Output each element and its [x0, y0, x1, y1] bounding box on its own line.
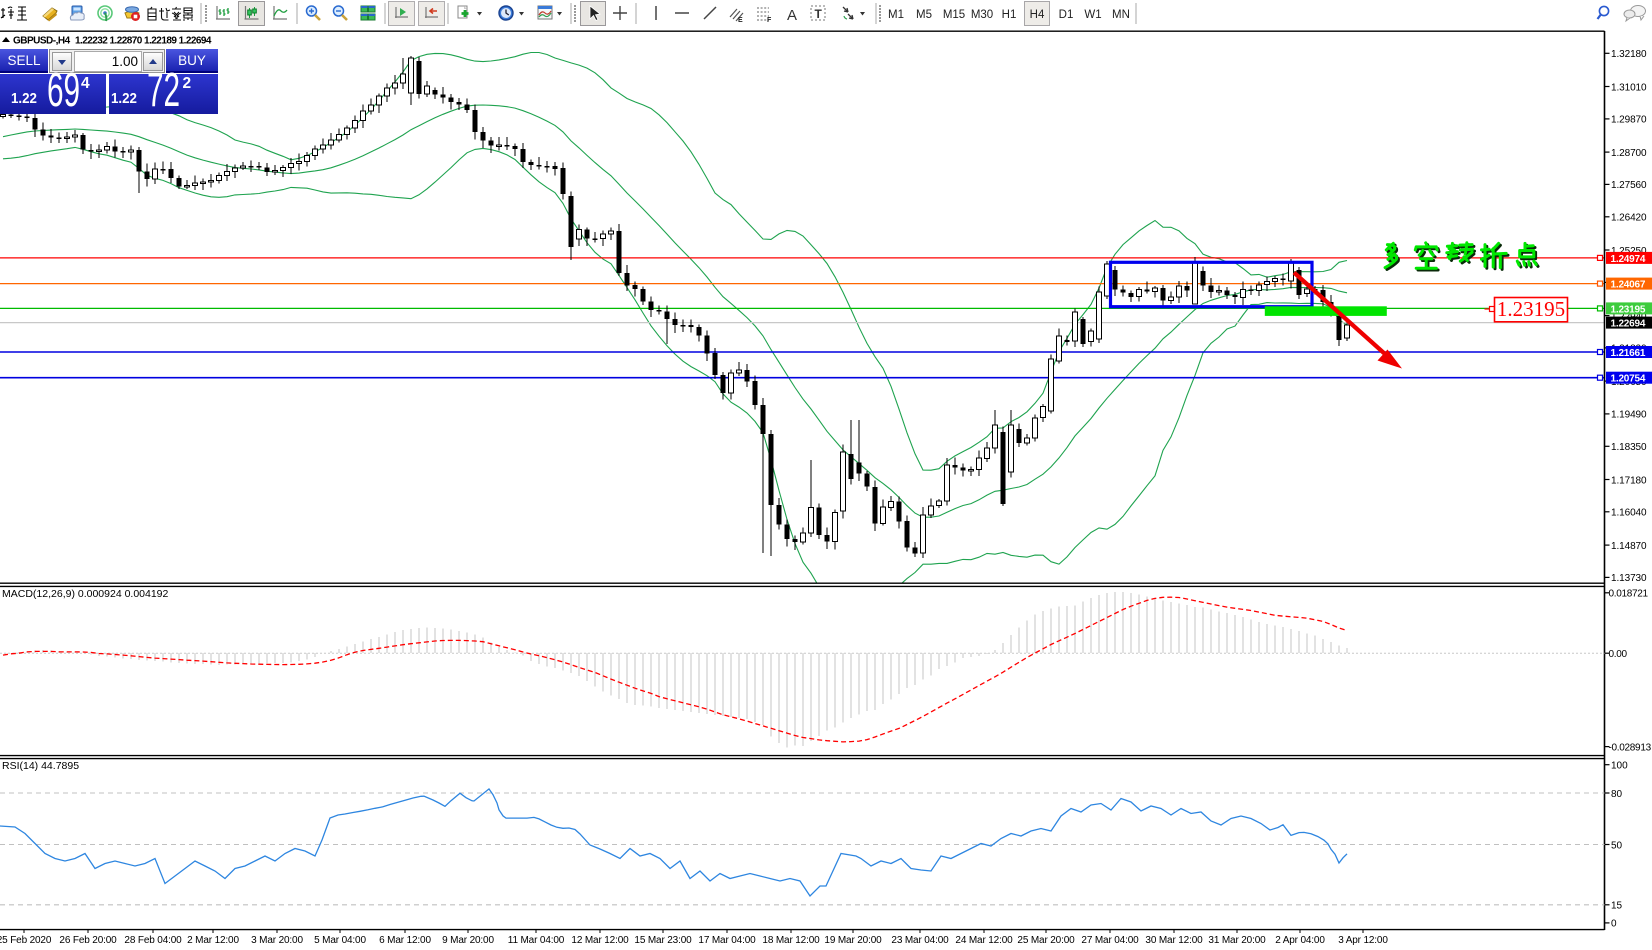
svg-text:17 Mar 04:00: 17 Mar 04:00	[698, 935, 756, 946]
svg-text:23 Mar 04:00: 23 Mar 04:00	[891, 935, 949, 946]
svg-text:1.24067: 1.24067	[1611, 280, 1646, 291]
svg-text:25 Feb 2020: 25 Feb 2020	[0, 935, 52, 946]
svg-text:27 Mar 04:00: 27 Mar 04:00	[1081, 935, 1139, 946]
svg-text:1.19490: 1.19490	[1611, 410, 1647, 421]
svg-text:19 Mar 20:00: 19 Mar 20:00	[824, 935, 882, 946]
svg-text:3 Apr 12:00: 3 Apr 12:00	[1338, 935, 1388, 946]
svg-text:0.018721: 0.018721	[1609, 589, 1649, 600]
svg-text:A: A	[787, 7, 797, 24]
svg-text:1.20754: 1.20754	[1611, 374, 1646, 385]
svg-text:0.00: 0.00	[1609, 649, 1628, 660]
svg-text:1.24974: 1.24974	[1611, 254, 1646, 265]
svg-text:E: E	[738, 17, 743, 24]
svg-text:M15: M15	[943, 9, 965, 21]
svg-text:28 Feb 04:00: 28 Feb 04:00	[124, 935, 182, 946]
svg-text:1.22232 1.22870 1.22189 1.2269: 1.22232 1.22870 1.22189 1.22694	[75, 36, 212, 47]
svg-text:F: F	[767, 17, 772, 24]
svg-text:6 Mar 12:00: 6 Mar 12:00	[379, 935, 431, 946]
svg-text:1.29870: 1.29870	[1611, 115, 1647, 126]
svg-text:1.31010: 1.31010	[1611, 82, 1647, 93]
svg-text:2 Mar 12:00: 2 Mar 12:00	[187, 935, 239, 946]
svg-text:2 Apr 04:00: 2 Apr 04:00	[1275, 935, 1325, 946]
svg-text:1.23195: 1.23195	[1497, 297, 1565, 321]
svg-text:1.14870: 1.14870	[1611, 541, 1647, 552]
svg-text:1.23195: 1.23195	[1611, 304, 1646, 315]
svg-text:MN: MN	[1112, 9, 1130, 21]
svg-text:9 Mar 20:00: 9 Mar 20:00	[442, 935, 494, 946]
svg-text:RSI(14) 44.7895: RSI(14) 44.7895	[2, 760, 79, 772]
svg-text:30 Mar 12:00: 30 Mar 12:00	[1145, 935, 1203, 946]
svg-text:1.26420: 1.26420	[1611, 213, 1647, 224]
svg-text:M5: M5	[916, 9, 932, 21]
svg-text:26 Feb 20:00: 26 Feb 20:00	[59, 935, 117, 946]
svg-text:1.22694: 1.22694	[1611, 319, 1646, 330]
svg-text:1.21661: 1.21661	[1611, 348, 1646, 359]
svg-text:D1: D1	[1059, 9, 1074, 21]
svg-text:1.32180: 1.32180	[1611, 49, 1647, 60]
svg-text:H4: H4	[1030, 9, 1045, 21]
svg-text:GBPUSD-,H4: GBPUSD-,H4	[13, 36, 71, 47]
svg-text:15 Mar 23:00: 15 Mar 23:00	[634, 935, 692, 946]
svg-text:M30: M30	[971, 9, 993, 21]
svg-text:5 Mar 04:00: 5 Mar 04:00	[314, 935, 366, 946]
svg-text:W1: W1	[1084, 9, 1101, 21]
svg-text:80: 80	[1611, 789, 1623, 800]
svg-text:31 Mar 20:00: 31 Mar 20:00	[1208, 935, 1266, 946]
svg-text:11 Mar 04:00: 11 Mar 04:00	[508, 935, 565, 946]
svg-text:T: T	[815, 7, 823, 21]
svg-text:50: 50	[1611, 840, 1623, 851]
svg-text:3 Mar 20:00: 3 Mar 20:00	[251, 935, 303, 946]
svg-text:1.28700: 1.28700	[1611, 148, 1647, 159]
svg-text:1.18350: 1.18350	[1611, 442, 1647, 453]
svg-text:1.16040: 1.16040	[1611, 508, 1647, 519]
svg-text:18 Mar 12:00: 18 Mar 12:00	[762, 935, 820, 946]
svg-text:1.27560: 1.27560	[1611, 180, 1647, 191]
svg-text:H1: H1	[1002, 9, 1017, 21]
svg-text:24 Mar 12:00: 24 Mar 12:00	[955, 935, 1013, 946]
svg-text:MACD(12,26,9) 0.000924 0.00419: MACD(12,26,9) 0.000924 0.004192	[2, 588, 169, 600]
svg-text:100: 100	[1611, 761, 1628, 772]
svg-text:15: 15	[1611, 901, 1623, 912]
svg-text:12 Mar 12:00: 12 Mar 12:00	[571, 935, 629, 946]
svg-text:25 Mar 20:00: 25 Mar 20:00	[1017, 935, 1075, 946]
svg-text:1.25250: 1.25250	[1611, 246, 1647, 257]
svg-text:M1: M1	[888, 9, 904, 21]
svg-text:1.13730: 1.13730	[1611, 573, 1647, 584]
svg-text:1.17180: 1.17180	[1611, 475, 1647, 486]
svg-text:-0.028913: -0.028913	[1609, 742, 1652, 753]
svg-text:0: 0	[1611, 919, 1617, 930]
